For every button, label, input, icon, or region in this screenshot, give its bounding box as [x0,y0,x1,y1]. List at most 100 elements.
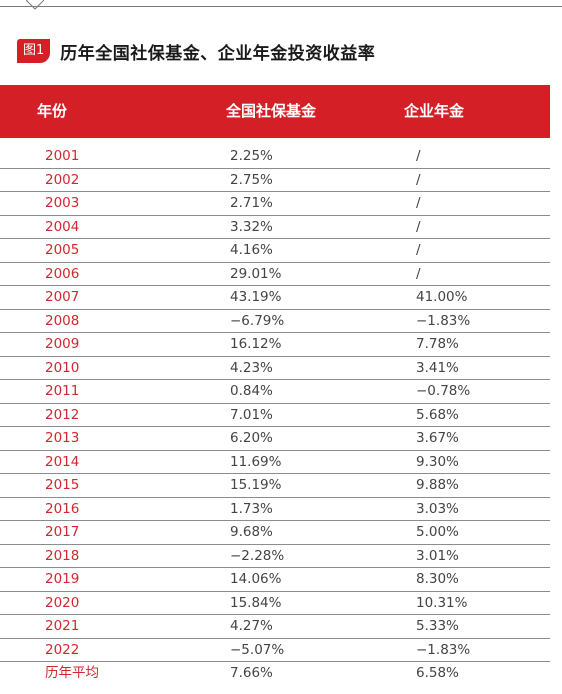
enterprise-annuity-cell: −1.83% [416,641,471,658]
table-row: 2016 1.73% 3.03% [0,498,550,521]
figure-title: 历年全国社保基金、企业年金投资收益率 [60,43,376,64]
enterprise-annuity-cell: 3.03% [416,500,459,517]
table-row: 历年平均 7.66% 6.58% [0,662,550,686]
table-row: 2002 2.75% / [0,169,550,192]
social-security-cell: 9.68% [230,524,273,540]
year-cell: 2002 [45,171,80,188]
table-row: 2022 −5.07% −1.83% [0,639,550,662]
header-year: 年份 [37,102,68,120]
year-cell: 2004 [45,218,80,235]
figure-header: 图1 历年全国社保基金、企业年金投资收益率 [17,38,375,64]
enterprise-annuity-cell: / [416,265,421,282]
table-row: 2001 2.25% / [0,145,550,169]
enterprise-annuity-cell: −0.78% [416,383,471,399]
social-security-cell: 6.20% [230,430,273,446]
table-row: 2015 15.19% 9.88% [0,474,550,498]
year-cell: 2009 [45,336,80,352]
table-row: 2005 4.16% / [0,239,550,263]
enterprise-annuity-cell: 5.00% [416,524,459,540]
year-cell: 2015 [45,477,80,493]
social-security-cell: 43.19% [230,289,282,305]
enterprise-annuity-cell: 7.78% [416,336,459,352]
social-security-cell: 29.01% [230,265,282,282]
table-row: 2003 2.71% / [0,192,550,216]
enterprise-annuity-cell: 5.68% [416,406,459,423]
table-body: 2001 2.25% / 2002 2.75% / 2003 2.71% / 2004 3.32% /… [0,145,550,686]
year-cell: 2010 [45,359,80,376]
year-cell: 2018 [45,547,80,564]
social-security-cell: 2.25% [230,148,273,164]
year-cell: 2014 [45,453,80,470]
table-row: 2013 6.20% 3.67% [0,427,550,451]
social-security-cell: −6.79% [230,312,285,329]
social-security-cell: 4.27% [230,618,273,634]
year-cell: 2017 [45,524,80,540]
table-header: 年份 全国社保基金 企业年金 [0,85,550,138]
table-row: 2018 −2.28% 3.01% [0,545,550,568]
table-row: 2021 4.27% 5.33% [0,615,550,639]
year-cell: 2001 [45,148,80,164]
header-enterprise-annuity: 企业年金 [404,102,465,120]
table-row: 2012 7.01% 5.68% [0,404,550,427]
year-cell: 2008 [45,312,80,329]
year-cell: 2021 [45,618,80,634]
enterprise-annuity-cell: 5.33% [416,618,459,634]
enterprise-annuity-cell: 6.58% [416,665,459,681]
table-row: 2020 15.84% 10.31% [0,592,550,615]
social-security-cell: 0.84% [230,383,273,399]
social-security-cell: 14.06% [230,571,282,587]
enterprise-annuity-cell: 8.30% [416,571,459,587]
top-rule [0,6,562,7]
social-security-cell: 3.32% [230,218,273,235]
year-cell: 2003 [45,195,80,211]
table-row: 2019 14.06% 8.30% [0,568,550,592]
social-security-cell: 4.16% [230,242,273,258]
enterprise-annuity-cell: / [416,171,421,188]
social-security-cell: 7.01% [230,406,273,423]
figure-badge: 图1 [17,39,51,63]
table-row: 2007 43.19% 41.00% [0,286,550,310]
enterprise-annuity-cell: 9.88% [416,477,459,493]
social-security-cell: 11.69% [230,453,282,470]
enterprise-annuity-cell: / [416,218,421,235]
year-cell: 2007 [45,289,80,305]
enterprise-annuity-cell: / [416,148,421,164]
table-row: 2006 29.01% / [0,263,550,286]
social-security-cell: 2.71% [230,195,273,211]
social-security-cell: 15.19% [230,477,282,493]
social-security-cell: 4.23% [230,359,273,376]
enterprise-annuity-cell: / [416,242,421,258]
enterprise-annuity-cell: 9.30% [416,453,459,470]
table-row: 2014 11.69% 9.30% [0,451,550,474]
enterprise-annuity-cell: 10.31% [416,594,468,611]
year-cell: 2013 [45,430,80,446]
top-notch-icon [26,0,44,10]
social-security-cell: 16.12% [230,336,282,352]
table-row: 2004 3.32% / [0,216,550,239]
year-cell: 2020 [45,594,80,611]
enterprise-annuity-cell: 41.00% [416,289,468,305]
table-row: 2017 9.68% 5.00% [0,521,550,545]
table-row: 2008 −6.79% −1.83% [0,310,550,333]
social-security-cell: 1.73% [230,500,273,517]
header-social-security: 全国社保基金 [226,102,317,120]
year-cell: 2011 [45,383,80,399]
social-security-cell: 7.66% [230,665,273,681]
social-security-cell: 2.75% [230,171,273,188]
year-cell: 2016 [45,500,80,517]
enterprise-annuity-cell: −1.83% [416,312,471,329]
year-cell: 2006 [45,265,80,282]
year-cell: 2022 [45,641,80,658]
year-cell: 历年平均 [45,665,99,681]
year-cell: 2005 [45,242,80,258]
table-row: 2010 4.23% 3.41% [0,357,550,380]
year-cell: 2012 [45,406,80,423]
enterprise-annuity-cell: 3.01% [416,547,459,564]
enterprise-annuity-cell: 3.41% [416,359,459,376]
year-cell: 2019 [45,571,80,587]
table-row: 2009 16.12% 7.78% [0,333,550,357]
enterprise-annuity-cell: 3.67% [416,430,459,446]
table-row: 2011 0.84% −0.78% [0,380,550,404]
enterprise-annuity-cell: / [416,195,421,211]
social-security-cell: 15.84% [230,594,282,611]
